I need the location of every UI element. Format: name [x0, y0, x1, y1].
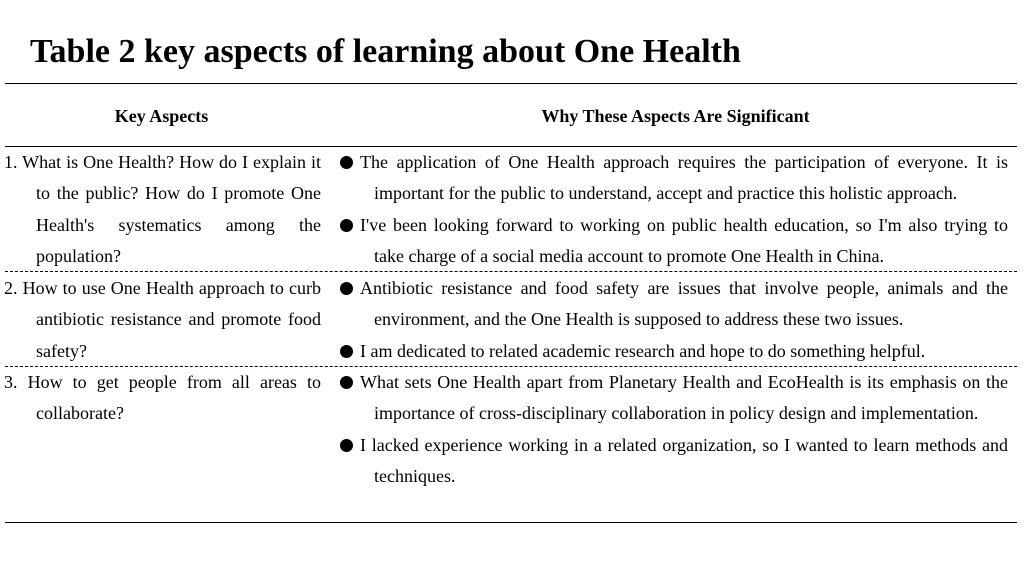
row-3-reason-2-text: I lacked experience working in a related… [360, 434, 1008, 487]
row-2-aspect-text: How to use One Health approach to curb a… [22, 278, 321, 361]
header-why-significant: Why These Aspects Are Significant [541, 106, 810, 126]
row-divider-1 [5, 271, 1017, 272]
row-3-aspect-text: How to get people from all areas to coll… [27, 372, 322, 424]
row-divider-2 [5, 366, 1017, 367]
bullet-icon [340, 376, 353, 389]
row-2-reason-1-text: Antibiotic resistance and food safety ar… [360, 278, 1008, 330]
row-1-reasons-cell: The application of One Health approach r… [340, 147, 1008, 273]
row-3-number: 3. [4, 372, 18, 392]
row-2-aspect: 2. How to use One Health approach to cur… [4, 273, 321, 367]
bullet-icon [340, 156, 353, 169]
table-bottom-rule [5, 522, 1017, 523]
bullet-icon [340, 344, 353, 358]
row-1-aspect: 1. What is One Health? How do I explain … [4, 147, 321, 273]
row-1-reason-2: I've been looking forward to working on … [340, 210, 1008, 273]
row-1-aspect-cell: 1. What is One Health? How do I explain … [4, 147, 321, 273]
row-3-reason-1: What sets One Health apart from Planetar… [340, 367, 1008, 430]
row-3-reason-2: I lacked experience working in a related… [340, 430, 1008, 493]
bullet-icon [340, 218, 353, 232]
row-1-reason-1: The application of One Health approach r… [340, 147, 1008, 210]
row-3-aspect: 3. How to get people from all areas to c… [4, 367, 321, 430]
header-rule [5, 146, 1017, 147]
row-2-number: 2. [4, 278, 18, 298]
row-1-aspect-text: What is One Health? How do I explain it … [22, 152, 321, 267]
row-1-reason-1-text: The application of One Health approach r… [360, 152, 1008, 204]
row-3-aspect-cell: 3. How to get people from all areas to c… [4, 367, 321, 430]
table-top-rule [5, 83, 1017, 84]
row-3-reason-1-text: What sets One Health apart from Planetar… [360, 372, 1008, 424]
row-2-aspect-cell: 2. How to use One Health approach to cur… [4, 273, 321, 367]
row-2-reason-2-text: I am dedicated to related academic resea… [360, 340, 926, 361]
row-2-reason-1: Antibiotic resistance and food safety ar… [340, 273, 1008, 336]
row-3-reasons-cell: What sets One Health apart from Planetar… [340, 367, 1008, 493]
row-1-number: 1. [4, 152, 18, 172]
bullet-icon [340, 282, 353, 295]
row-2-reason-2: I am dedicated to related academic resea… [340, 336, 1008, 367]
bullet-icon [340, 438, 353, 452]
row-1-reason-2-text: I've been looking forward to working on … [360, 214, 1008, 267]
table-title: Table 2 key aspects of learning about On… [30, 33, 741, 70]
header-key-aspects: Key Aspects [114, 106, 209, 126]
row-2-reasons-cell: Antibiotic resistance and food safety ar… [340, 273, 1008, 367]
